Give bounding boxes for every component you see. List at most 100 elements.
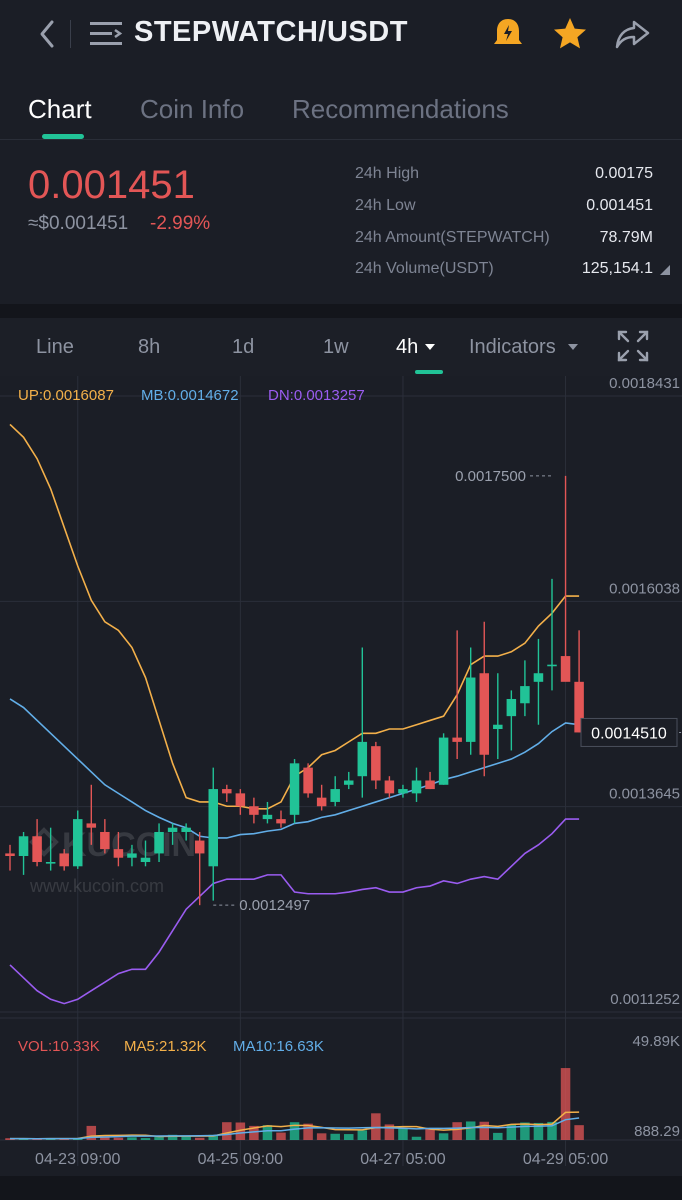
tab-recommendations[interactable]: Recommendations: [292, 94, 509, 124]
fullscreen-expand-icon[interactable]: [617, 330, 649, 362]
candle-body: [371, 746, 381, 781]
candle-body: [276, 819, 286, 824]
candle-body: [316, 797, 327, 807]
share-icon[interactable]: [614, 16, 650, 52]
candle-body: [100, 831, 110, 850]
volume-bar: [479, 1121, 489, 1140]
y-axis-tick-label: 0.0016038: [609, 580, 680, 597]
stat-value-24h-low: 0.001451: [586, 197, 653, 214]
volume-bar: [276, 1132, 286, 1140]
x-axis-tick-label: 04-25 09:00: [198, 1151, 284, 1168]
candle-body: [411, 780, 422, 794]
candle-body: [45, 862, 56, 864]
volume-bar: [222, 1122, 232, 1140]
interval-8h[interactable]: 8h: [138, 336, 161, 358]
interval-dropdown-caret-icon: [425, 344, 435, 350]
candle-body: [506, 698, 517, 717]
candle-body: [127, 853, 137, 858]
candle-body: [303, 767, 313, 794]
candle-body: [357, 741, 368, 777]
favorite-star-icon[interactable]: [552, 16, 588, 52]
indicators-caret-icon: [568, 344, 578, 350]
stat-value-24h-amount: 78.79M: [599, 229, 653, 246]
stat-label-24h-volume: 24h Volume(USDT): [355, 260, 494, 277]
candle-body: [140, 857, 151, 863]
corner-triangle-icon: [660, 265, 670, 275]
interval-4h[interactable]: 4h: [396, 336, 419, 358]
volume-bar: [384, 1124, 395, 1140]
tab-coin-info[interactable]: Coin Info: [140, 94, 245, 124]
indicators-dropdown[interactable]: Indicators: [469, 336, 556, 358]
volume-bar: [140, 1138, 151, 1140]
candle-body: [86, 823, 97, 828]
section-gap: [0, 304, 682, 318]
volume-bar: [357, 1130, 368, 1140]
section-tabs: Chart Coin Info Recommendations: [0, 88, 682, 140]
volume-bar: [208, 1134, 218, 1140]
volume-bar: [113, 1137, 124, 1140]
candle-body: [438, 737, 449, 785]
candle-body: [384, 780, 395, 794]
stat-value-24h-high: 0.00175: [595, 165, 653, 182]
min-price-label: 0.0012497: [239, 897, 310, 914]
volume-bar: [249, 1125, 259, 1140]
trading-pair-title[interactable]: STEPWATCH/USDT: [134, 16, 408, 48]
volume-bar: [574, 1125, 584, 1140]
stat-label-24h-amount: 24h Amount(STEPWATCH): [355, 229, 550, 246]
price-alert-bell-icon[interactable]: [490, 16, 526, 52]
volume-bar: [560, 1068, 571, 1140]
candlestick-chart[interactable]: KUCOIN www.kucoin.com 0.00175000.0012497…: [0, 376, 682, 1176]
active-interval-indicator: [415, 370, 443, 374]
volume-bar: [438, 1133, 449, 1140]
volume-bar: [59, 1138, 69, 1140]
volume-bar: [520, 1122, 530, 1140]
last-price: 0.001451: [28, 163, 195, 207]
header-divider: [70, 20, 71, 48]
back-chevron-icon[interactable]: [34, 18, 62, 50]
bottom-strip: [0, 1176, 682, 1200]
candle-body: [262, 814, 273, 820]
current-price-box: [580, 717, 678, 747]
boll-dn-legend: DN:0.0013257: [268, 387, 365, 404]
volume-bar: [303, 1123, 313, 1140]
x-axis-tick-label: 04-23 09:00: [35, 1151, 121, 1168]
volume-bar: [493, 1132, 503, 1140]
y-axis-tick-label: 0.0013645: [609, 786, 680, 803]
candle-body: [249, 806, 259, 815]
volume-bar: [167, 1134, 178, 1140]
menu-icon[interactable]: [88, 20, 124, 48]
candle-body: [32, 836, 42, 863]
volume-bar: [194, 1137, 205, 1140]
candle-body: [465, 677, 476, 742]
candle-body: [59, 853, 69, 867]
tab-chart[interactable]: Chart: [28, 94, 92, 124]
volume-bar: [411, 1136, 422, 1140]
interval-1d[interactable]: 1d: [232, 336, 255, 358]
volume-bar: [154, 1137, 164, 1140]
volume-ma5-line: [10, 1111, 580, 1140]
volume-legend: VOL:10.33K: [18, 1038, 100, 1055]
candle-body: [547, 664, 557, 667]
x-axis-tick-label: 04-27 05:00: [360, 1151, 446, 1168]
x-axis-tick-label: 04-29 05:00: [523, 1151, 609, 1168]
candle-body: [181, 827, 191, 832]
volume-bar: [100, 1136, 110, 1140]
candle-body: [73, 819, 83, 867]
svg-text:www.kucoin.com: www.kucoin.com: [29, 876, 164, 896]
candle-body: [154, 831, 164, 854]
volume-bar: [371, 1113, 381, 1140]
volume-max-label: 49.89K: [632, 1033, 680, 1050]
volume-bar: [465, 1121, 476, 1140]
interval-line[interactable]: Line: [36, 336, 74, 358]
volume-bar: [398, 1128, 408, 1140]
candle-body: [425, 780, 435, 790]
interval-1w[interactable]: 1w: [323, 336, 349, 358]
stat-label-24h-low: 24h Low: [355, 197, 416, 214]
volume-bar: [533, 1122, 544, 1140]
candle-body: [520, 686, 530, 704]
candle-body: [18, 836, 29, 857]
candle-body: [533, 673, 544, 682]
volume-min-label: 888.29: [634, 1123, 680, 1140]
volume-bar: [262, 1125, 273, 1140]
price-change-percent: -2.99%: [150, 213, 211, 234]
